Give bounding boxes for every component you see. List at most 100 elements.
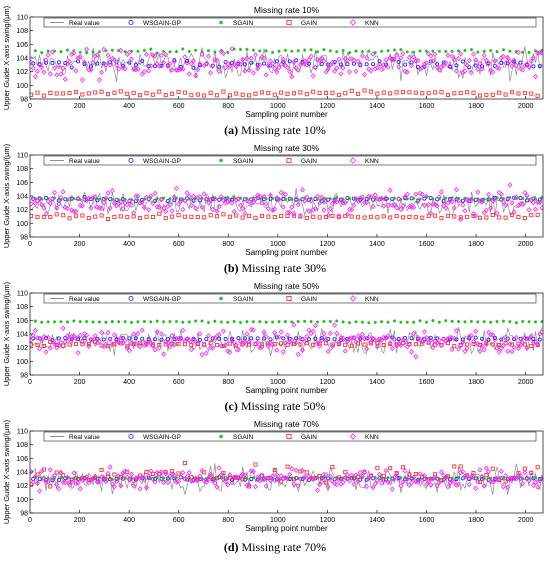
data-point (181, 197, 185, 201)
x-tick-label: 800 (222, 241, 234, 248)
data-point (46, 320, 50, 324)
data-point (428, 53, 434, 59)
data-point (509, 475, 515, 482)
data-point (48, 90, 53, 95)
data-point (391, 474, 397, 480)
data-point (359, 331, 365, 338)
data-point (181, 476, 185, 480)
data-point (415, 337, 420, 342)
x-tick-label: 0 (28, 379, 32, 386)
data-point (300, 347, 305, 353)
data-point (500, 342, 506, 349)
data-point (118, 89, 123, 94)
data-point (199, 204, 205, 210)
data-point (238, 47, 243, 52)
data-point (428, 335, 433, 340)
data-point (178, 198, 184, 204)
data-point (426, 478, 432, 484)
data-point (158, 331, 164, 337)
data-point (364, 483, 370, 490)
data-point (215, 214, 220, 219)
data-point (276, 64, 282, 71)
data-point (45, 198, 51, 204)
data-point (163, 93, 168, 98)
data-point (460, 202, 466, 208)
data-point (529, 344, 534, 349)
data-point (520, 340, 526, 346)
y-tick-label: 106 (16, 318, 28, 325)
data-point (79, 338, 85, 345)
data-point (413, 472, 418, 477)
data-point (157, 342, 162, 347)
data-point (297, 476, 303, 482)
data-point (259, 200, 265, 206)
data-point (510, 342, 515, 347)
data-point (418, 319, 422, 323)
data-point (185, 59, 190, 64)
data-point (213, 196, 217, 200)
data-point (73, 208, 79, 215)
data-point (223, 337, 228, 342)
data-point (167, 61, 173, 67)
data-point (306, 57, 312, 63)
data-point (258, 49, 262, 53)
data-point (210, 345, 216, 351)
legend-box (43, 293, 537, 304)
data-point (496, 349, 502, 355)
data-point (509, 63, 515, 69)
data-point (471, 474, 476, 481)
data-point (344, 211, 350, 218)
data-point (469, 476, 473, 480)
data-point (308, 53, 314, 60)
data-point (524, 476, 530, 482)
data-point (41, 475, 47, 481)
data-point (201, 191, 207, 197)
data-point (381, 90, 386, 95)
data-point (462, 68, 468, 74)
data-point (430, 476, 436, 482)
data-point (279, 341, 284, 346)
legend: Real value WSGAIN-GP SGAIN GAIN KNN (43, 17, 537, 28)
data-point (330, 465, 335, 470)
data-point (176, 201, 182, 207)
y-tick-label: 108 (16, 28, 28, 35)
y-tick-label: 100 (16, 83, 28, 90)
data-point (477, 479, 482, 484)
data-point (226, 50, 230, 55)
data-point (364, 199, 370, 206)
data-point (342, 348, 348, 354)
x-tick-label: 1200 (320, 517, 336, 524)
legend-swatch (218, 158, 224, 163)
data-point (332, 322, 338, 328)
data-point (109, 481, 115, 487)
data-point (210, 336, 215, 341)
data-point (341, 197, 345, 201)
data-point (137, 59, 143, 66)
legend-swatch (128, 157, 134, 163)
data-point (492, 337, 498, 343)
data-point (513, 476, 519, 482)
data-point (516, 471, 521, 476)
data-point (131, 331, 137, 337)
data-point (419, 477, 425, 484)
data-point (136, 198, 140, 202)
data-point (501, 48, 506, 52)
data-point (86, 91, 91, 96)
data-point (533, 475, 538, 480)
data-point (460, 198, 465, 203)
data-point (421, 202, 427, 208)
data-point (503, 215, 508, 220)
data-point (409, 349, 415, 355)
data-point (450, 196, 454, 200)
x-tick-label: 2000 (518, 103, 534, 110)
x-axis-label: Sampling point number (245, 110, 328, 119)
data-point (137, 200, 143, 206)
data-point (443, 205, 449, 211)
data-point (255, 66, 261, 72)
data-point (33, 49, 37, 53)
data-point (467, 336, 472, 341)
series-layer (30, 46, 543, 98)
data-point (484, 473, 489, 478)
data-point (383, 62, 388, 67)
legend-swatch (218, 296, 224, 301)
